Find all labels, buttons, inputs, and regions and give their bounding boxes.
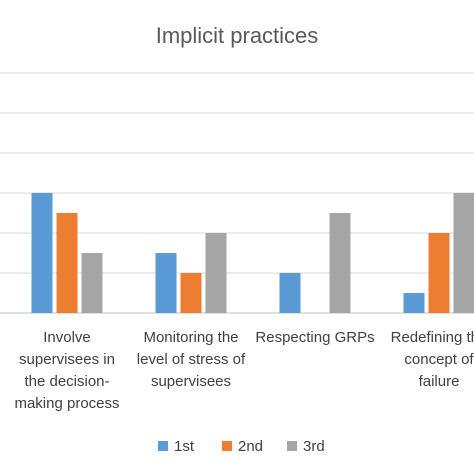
bar-3rd-cat-2 xyxy=(205,233,227,313)
bar-1st-cat-3 xyxy=(279,273,301,313)
bar-3rd-cat-3 xyxy=(329,213,351,313)
legend: 1st 2nd 3rd xyxy=(158,438,325,455)
bar-1st-cat-2 xyxy=(155,253,177,313)
bar-3rd-cat-4 xyxy=(453,193,474,313)
legend-label-2nd: 2nd xyxy=(238,438,263,455)
category-labels: Involve supervisees in the decision-making… xyxy=(14,329,474,412)
legend-swatch-1st xyxy=(158,441,168,451)
bar-2nd-cat-2 xyxy=(180,273,202,313)
bars xyxy=(31,193,474,313)
legend-swatch-2nd xyxy=(222,441,232,451)
bar-2nd-cat-1 xyxy=(56,213,78,313)
bar-1st-cat-4 xyxy=(403,293,425,313)
chart-title: Implicit practices xyxy=(156,23,319,48)
category-label-3: Respecting GRPs xyxy=(255,329,374,346)
gridlines xyxy=(0,72,474,314)
bar-3rd-cat-1 xyxy=(81,253,103,313)
legend-label-1st: 1st xyxy=(174,438,195,455)
bar-1st-cat-1 xyxy=(31,193,53,313)
category-label-1: Involve supervisees in the decision-making… xyxy=(14,329,119,412)
legend-label-3rd: 3rd xyxy=(303,438,325,455)
category-label-2: Monitoring the level of stress of supervis… xyxy=(137,329,246,390)
legend-swatch-3rd xyxy=(287,441,297,451)
bar-2nd-cat-4 xyxy=(428,233,450,313)
